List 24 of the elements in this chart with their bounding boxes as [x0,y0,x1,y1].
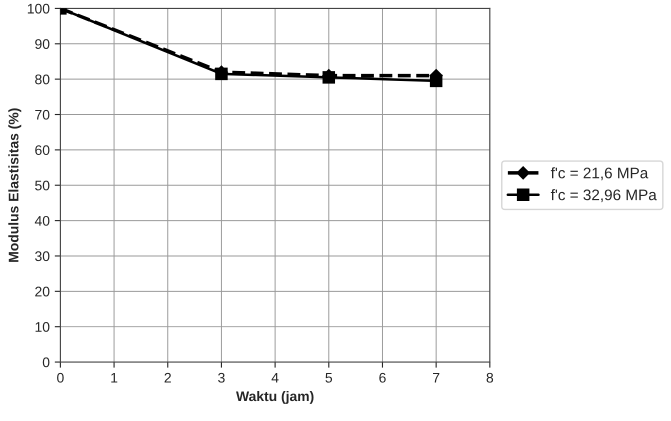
y-tick-label: 60 [35,145,50,156]
y-tick-label: 50 [35,180,50,190]
y-tick-label: 80 [35,74,50,84]
y-tick-label: 40 [34,216,50,226]
y-axis-title: Modulus Elastisitas (%) [8,108,22,262]
y-tick-label: 90 [35,39,50,49]
x-tick-label: 2 [164,372,171,383]
x-tick-label: 8 [486,372,494,383]
x-tick-label: 0 [57,372,64,383]
x-tick-label: 5 [325,372,332,383]
y-tick-label: 30 [35,251,50,262]
x-tick-label: 4 [272,372,279,383]
legend-label: f'c = 21,6 MPa [550,167,648,180]
x-tick-label: 7 [433,372,440,383]
x-tick-label: 1 [111,372,118,383]
y-tick-label: 70 [35,110,50,120]
y-tick-label: 0 [42,357,50,368]
y-tick-label: 100 [28,4,50,14]
x-tick-label: 3 [218,372,225,383]
y-tick-label: 10 [36,322,50,332]
legend-label: f'c = 32,96 MPa [550,189,657,202]
y-tick-label: 20 [35,286,50,296]
x-tick-label: 6 [379,372,386,383]
x-axis-title: Waktu (jam) [236,390,314,404]
